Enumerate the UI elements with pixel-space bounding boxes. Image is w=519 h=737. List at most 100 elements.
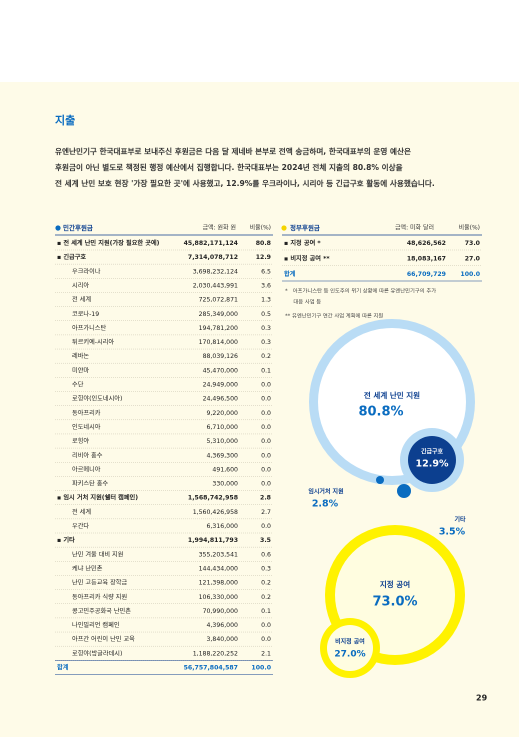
row-amount: 18,083,167 (407, 256, 446, 263)
table-header: 비율(%) (459, 224, 480, 232)
row-label: ▪ 지정 공여 * (284, 239, 321, 247)
row-label: 전 세계 (72, 296, 91, 304)
row-label: 로힝야(방글라데시) (72, 649, 122, 657)
row-pct: 0.0 (261, 636, 271, 643)
bubble-value: 73.0% (372, 595, 417, 610)
row-pct: 27.0 (465, 256, 481, 263)
row-pct: 0.3 (261, 325, 271, 332)
row-amount: 45,470,000 (203, 367, 238, 374)
bubble (376, 476, 384, 484)
row-pct: 0.0 (261, 452, 271, 459)
footnote: ** 유엔난민기구 연간 사업 계획에 따른 지원 (285, 312, 383, 320)
row-pct: 0.1 (261, 608, 271, 615)
row-label: 튀르키예-시리아 (72, 338, 114, 346)
row-pct: 3.6 (261, 282, 271, 289)
row-pct: 2.8 (260, 495, 271, 502)
row-label: 시리아 (72, 281, 89, 289)
row-amount: 725,072,871 (199, 297, 238, 304)
row-amount: 66,709,729 (407, 271, 446, 278)
row-label: ▪ 비지정 공여 ** (284, 255, 330, 263)
row-pct: 0.0 (261, 396, 271, 403)
row-amount: 144,434,000 (199, 565, 238, 572)
intro-line: 유엔난민기구 한국대표부로 보내주신 후원금은 다음 달 제네바 본부로 전액 … (55, 146, 411, 156)
row-pct: 2.7 (261, 509, 271, 516)
bubble-value: 12.9% (416, 459, 449, 470)
row-pct: 0.3 (261, 565, 271, 572)
row-pct: 0.0 (261, 424, 271, 431)
row-label: 난민 겨울 대비 지원 (72, 550, 124, 558)
table-header: 금액: 원화 원 (203, 224, 236, 232)
row-label: ▪ 기타 (57, 536, 75, 544)
row-amount: 88,039,126 (203, 353, 238, 360)
row-amount: 491,600 (212, 466, 238, 473)
row-pct: 73.0 (465, 240, 481, 247)
row-amount: 45,882,171,124 (184, 240, 239, 247)
row-label: 로힝야 (72, 437, 89, 445)
row-pct: 0.0 (261, 523, 271, 530)
row-label: 케냐 난민촌 (72, 564, 103, 572)
bubble-labels: 전 세계 난민 지원 80.8% 긴급구호 12.9% 임시거처 지원 2.8%… (308, 390, 466, 660)
bubble-inner (327, 625, 373, 671)
bubble-label: 지정 공여 (380, 579, 410, 589)
row-amount: 4,369,300 (207, 452, 239, 459)
footnote: 대응 사업 등 (285, 298, 321, 306)
row-amount: 6,316,000 (207, 523, 239, 530)
row-amount: 7,314,078,712 (188, 254, 238, 261)
bubble-value: 3.5% (439, 527, 466, 538)
row-pct: 0.2 (261, 594, 271, 601)
row-amount: 170,814,000 (199, 339, 238, 346)
section-title: 지출 (55, 113, 75, 127)
row-label: 동아프리카 식량 지원 (72, 593, 127, 601)
table-header: 민간후원금 (63, 223, 93, 232)
row-pct: 0.5 (261, 311, 271, 318)
row-label: 아프가니스탄 (72, 324, 106, 332)
row-label: 미얀마 (72, 366, 89, 374)
row-pct: 0.2 (261, 580, 271, 587)
row-pct: 6.5 (261, 268, 271, 275)
row-pct: 0.0 (261, 382, 271, 389)
row-label: 콩고민주공화국 난민촌 (72, 607, 131, 615)
row-amount: 2,030,443,991 (193, 282, 238, 289)
row-label: 우크라이나 (72, 267, 101, 275)
row-label: 동아프리카 (72, 409, 101, 417)
bubble-label: 비지정 공여 (335, 638, 365, 646)
bubble-label: 임시거처 지원 (308, 488, 343, 496)
row-pct: 100.0 (460, 271, 480, 278)
row-amount: 285,349,000 (199, 311, 238, 318)
table-header: 비율(%) (250, 224, 271, 232)
row-pct: 0.2 (261, 353, 271, 360)
row-label: 리비아 홍수 (72, 451, 103, 459)
row-amount: 24,496,500 (203, 396, 238, 403)
row-pct: 0.0 (261, 466, 271, 473)
row-label: ▪ 긴급구호 (57, 253, 86, 261)
row-amount: 70,990,000 (203, 608, 238, 615)
row-pct: 2.1 (261, 650, 271, 657)
row-amount: 6,710,000 (207, 424, 239, 431)
table-header: 금액: 미화 달러 (395, 224, 434, 232)
row-label: 아프간 어린이 난민 교육 (72, 635, 135, 643)
row-amount: 121,398,000 (199, 580, 238, 587)
page-number: 29 (476, 694, 488, 703)
footnote: * 아프가니스탄 등 인도주의 위기 상황에 따른 유엔난민기구의 추가 (285, 287, 436, 295)
row-pct: 0.0 (261, 438, 271, 445)
row-label: 전 세계 (72, 508, 91, 516)
row-amount: 194,781,200 (199, 325, 238, 332)
bubble-value: 80.8% (358, 405, 403, 420)
bubble-value: 27.0% (334, 650, 365, 660)
row-label: 우간다 (72, 522, 89, 530)
row-amount: 9,220,000 (207, 410, 239, 417)
bubble-label: 전 세계 난민 지원 (364, 390, 420, 400)
row-label: 인도네시아 (72, 423, 101, 431)
row-amount: 1,994,811,793 (188, 537, 238, 544)
row-pct: 3.5 (260, 537, 271, 544)
table-header: 정부후원금 (290, 223, 320, 232)
row-label: 아르메니아 (72, 465, 101, 473)
row-pct: 0.0 (261, 481, 271, 488)
row-amount: 1,560,426,958 (193, 509, 238, 516)
row-pct: 0.0 (261, 622, 271, 629)
row-pct: 0.6 (261, 551, 271, 558)
row-pct: 1.3 (261, 297, 271, 304)
row-amount: 330,000 (212, 481, 238, 488)
